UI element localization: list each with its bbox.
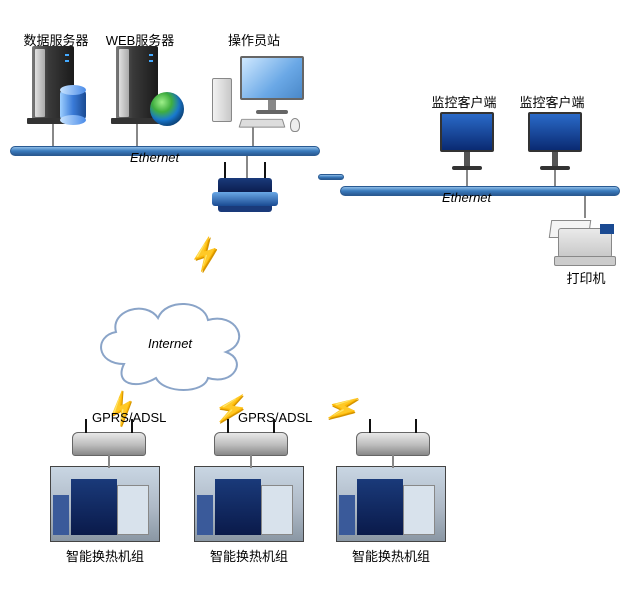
conn-unit-3 xyxy=(392,454,394,468)
conn-data-server xyxy=(52,120,54,148)
conn-unit-1 xyxy=(108,454,110,468)
modem-2-icon xyxy=(214,432,288,456)
lightning-icon: ⚡ xyxy=(321,386,367,431)
label-heat-unit-2: 智能换热机组 xyxy=(204,546,294,565)
label-heat-unit-1: 智能换热机组 xyxy=(60,546,150,565)
heat-unit-1-photo xyxy=(50,466,160,542)
operator-station-icon xyxy=(212,56,312,136)
globe-icon xyxy=(150,92,184,126)
database-cylinder-icon xyxy=(60,90,86,120)
heat-unit-3-photo xyxy=(336,466,446,542)
modem-1-icon xyxy=(72,432,146,456)
client-2-icon xyxy=(528,112,582,170)
conn-router-up xyxy=(246,154,248,180)
client-1-icon xyxy=(440,112,494,170)
label-client-1: 监控客户端 xyxy=(426,92,502,111)
modem-3-icon xyxy=(356,432,430,456)
conn-printer xyxy=(584,194,586,218)
conn-client2 xyxy=(554,168,556,188)
printer-icon xyxy=(550,216,620,266)
heat-unit-2-photo xyxy=(194,466,304,542)
label-gprs-right: GPRS/ADSL xyxy=(238,410,312,425)
ethernet-label-2: Ethernet xyxy=(442,190,491,205)
conn-web-server xyxy=(136,120,138,148)
ethernet-link-12 xyxy=(318,174,344,180)
conn-unit-2 xyxy=(250,454,252,468)
label-gprs-left: GPRS/ADSL xyxy=(92,410,166,425)
label-client-2: 监控客户端 xyxy=(514,92,590,111)
ethernet-label-1: Ethernet xyxy=(130,150,179,165)
label-internet: Internet xyxy=(140,336,200,351)
label-operator-station: 操作员站 xyxy=(222,30,286,49)
label-heat-unit-3: 智能换热机组 xyxy=(346,546,436,565)
conn-client1 xyxy=(466,168,468,188)
router-icon xyxy=(212,178,278,212)
lightning-icon: ⚡ xyxy=(184,233,227,275)
label-printer: 打印机 xyxy=(556,268,616,287)
